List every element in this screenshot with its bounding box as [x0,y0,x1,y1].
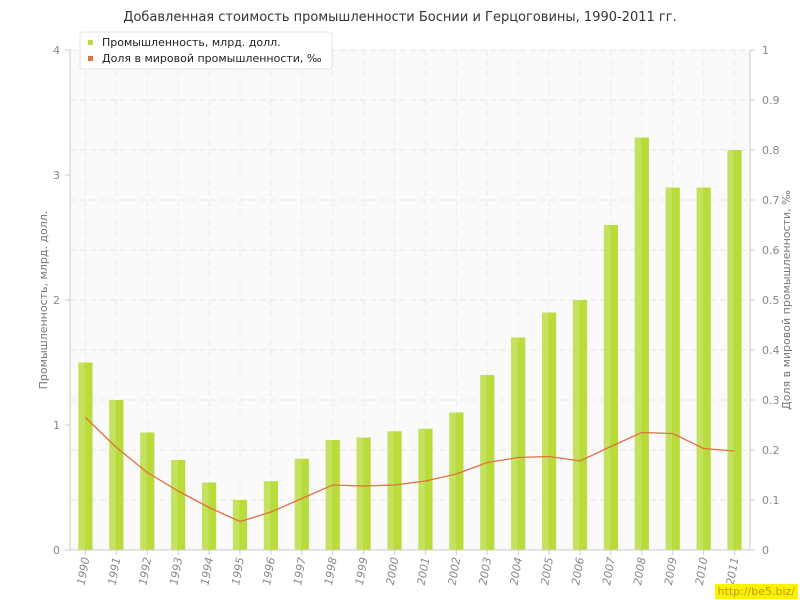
x-tick-label: 2010 [693,556,711,586]
line-path [85,417,735,523]
bar-highlight [418,428,425,550]
bar-highlight [387,431,394,550]
y2-tick-label: 0.8 [762,144,780,157]
x-tick-label: 2000 [384,556,402,586]
x-tick-label: 1992 [137,556,155,586]
bar [140,432,155,550]
x-tick-label: 1991 [106,556,124,586]
bar [511,337,526,550]
bar-highlight [480,375,487,550]
y2-axis-ticks: 0 0.1 0.2 0.3 0.4 0.5 0.6 0.7 0.8 0.9 1 [750,44,780,557]
bar [727,150,742,550]
y-tick-label: 1 [53,419,60,432]
bar-highlight [727,150,734,550]
bar [294,458,309,550]
bar [696,187,711,550]
y2-tick-label: 0.6 [762,244,780,257]
y2-tick-label: 0.2 [762,444,780,457]
bar [634,137,649,550]
bar [171,460,186,550]
y-tick-label: 0 [53,544,60,557]
x-tick-label: 2009 [662,556,680,586]
legend-box [79,31,333,70]
bar-highlight [572,300,580,550]
bar-highlight [634,137,642,550]
y2-tick-label: 0.7 [762,194,780,207]
bar-highlight [201,482,209,550]
bar [387,431,402,550]
x-tick-label: 2004 [507,556,525,586]
bar [418,428,433,550]
x-tick-label: 2011 [724,556,742,586]
x-tick-label: 1995 [229,556,247,586]
legend-swatch-line [88,56,93,61]
x-tick-label: 1997 [291,556,309,586]
x-tick-label: 2007 [600,556,618,586]
y-tick-label: 4 [53,44,60,57]
legend-swatch-bars [88,40,93,45]
bar [603,225,619,550]
bar [572,300,588,550]
x-tick-label: 1994 [198,556,216,586]
bar-highlight [263,481,271,550]
y-axis-title: Промышленность, млрд. долл. [37,211,50,390]
x-tick-label: 1999 [353,556,371,586]
x-tick-label: 2008 [631,556,649,586]
x-tick-label: 2002 [446,556,464,586]
bar [325,440,340,550]
legend: Промышленность, млрд. долл. Доля в миров… [79,31,333,70]
y2-tick-label: 0.9 [762,94,780,107]
bar [449,412,464,550]
bar [356,437,371,550]
bar-highlight [78,362,85,550]
chart-title: Добавленная стоимость промышленности Бос… [123,10,677,25]
bar-highlight [511,337,518,550]
bar [78,362,93,550]
x-tick-label: 2006 [569,556,587,586]
y-tick-label: 2 [53,294,60,307]
y2-tick-label: 0.4 [762,344,780,357]
x-tick-label: 1996 [260,556,278,586]
x-tick-label: 2005 [538,556,556,586]
y2-tick-label: 0.1 [762,494,780,507]
bar-highlight [356,437,363,550]
bar-highlight [449,412,456,550]
y2-tick-label: 0.3 [762,394,780,407]
bar-highlight [294,458,302,550]
y2-tick-label: 0.5 [762,294,780,307]
watermark-link[interactable]: http://be5.biz/ [714,584,798,599]
bar-highlight [109,400,116,550]
y2-tick-label: 1 [762,44,769,57]
y-tick-label: 3 [53,169,60,182]
y2-axis-title: Доля в мировой промышленности, ‰ [780,190,793,410]
bar-highlight [171,460,178,550]
x-tick-label: 2001 [415,556,433,586]
bar-highlight [696,187,703,550]
x-tick-label: 2003 [477,556,495,586]
bar-highlight [603,225,611,550]
bars [78,137,742,550]
bar [109,400,124,550]
bar-highlight [232,500,240,550]
x-tick-label: 1993 [167,556,185,586]
line-series [85,417,735,523]
bar [201,482,217,550]
bar-highlight [325,440,333,550]
y-axis-ticks: 0 1 2 3 4 [53,44,70,557]
bar [232,500,248,550]
bar-highlight [541,312,549,550]
bar [541,312,557,550]
x-tick-label: 1990 [75,556,93,586]
bar [665,187,680,550]
bar [263,481,279,550]
legend-label-bars: Промышленность, млрд. долл. [102,36,281,49]
bar-highlight [665,187,673,550]
bar-highlight [140,432,147,550]
legend-label-line: Доля в мировой промышленности, ‰ [102,52,322,65]
x-tick-label: 1998 [322,556,340,586]
y2-tick-label: 0 [762,544,769,557]
x-axis-ticks: 1990 1991 1992 1993 1994 1995 1996 1997 1998 1999… [75,550,742,586]
